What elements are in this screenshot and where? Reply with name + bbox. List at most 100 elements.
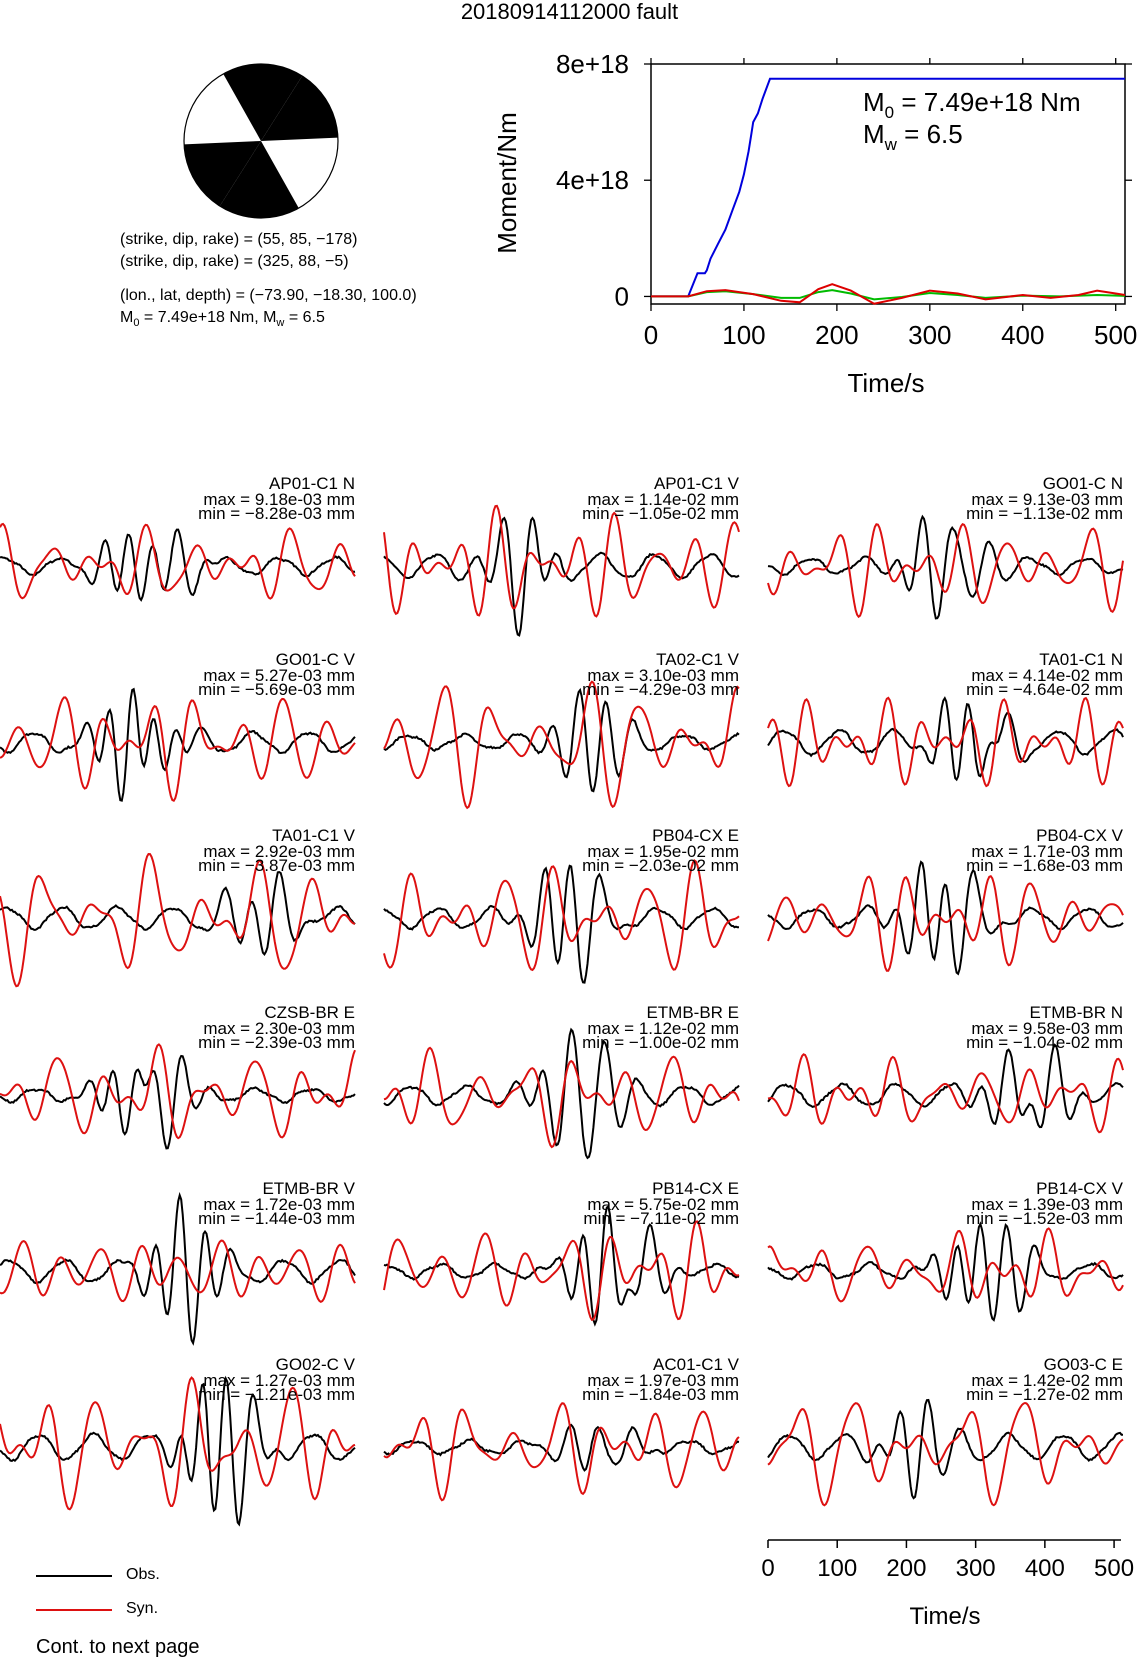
synthetic-trace (383, 680, 740, 810)
x-tick-label: 300 (908, 320, 951, 350)
time-tick-label: 200 (886, 1555, 926, 1582)
max-amplitude: max = 5.75e-02 mm (587, 1195, 739, 1214)
synthetic-trace (383, 504, 740, 618)
station-label: PB04-CX V (1036, 826, 1124, 845)
y-tick-label: 8e+18 (556, 49, 629, 79)
min-amplitude: min = −1.44e-03 mm (198, 1209, 355, 1228)
time-tick-label: 300 (956, 1555, 996, 1582)
min-amplitude: min = −1.52e-03 mm (966, 1209, 1123, 1228)
max-amplitude: max = 1.12e-02 mm (587, 1019, 739, 1038)
max-amplitude: max = 1.27e-03 mm (203, 1371, 355, 1390)
min-amplitude: min = −7.11e-02 mm (583, 1209, 739, 1228)
min-amplitude: min = −1.05e-02 mm (582, 504, 739, 523)
annotation-m0: M0 = 7.49e+18 Nm (863, 87, 1081, 122)
observed-trace (383, 516, 740, 637)
observed-trace (767, 1221, 1124, 1322)
station-label: ETMB-BR V (262, 1179, 355, 1198)
nodal-plane-1: (strike, dip, rake) = (55, 85, −178) (120, 231, 358, 248)
min-amplitude: min = −1.13e-02 mm (966, 504, 1123, 523)
synthetic-trace (767, 1401, 1124, 1507)
synthetic-trace (0, 522, 356, 600)
x-tick-label: 500 (1094, 320, 1137, 350)
moment-series-0 (651, 77, 1125, 298)
station-label: GO01-C N (1043, 474, 1123, 493)
min-amplitude: min = −3.87e-03 mm (198, 856, 355, 875)
synthetic-trace (383, 1402, 740, 1502)
synthetic-trace (383, 859, 740, 972)
y-tick-label: 0 (615, 281, 629, 311)
observed-trace (383, 687, 740, 793)
max-amplitude: max = 9.58e-03 mm (971, 1019, 1123, 1038)
legend-syn-line (36, 1609, 112, 1611)
observed-trace (767, 514, 1124, 620)
max-amplitude: max = 9.18e-03 mm (203, 490, 355, 509)
legend-obs-label: Obs. (126, 1566, 160, 1583)
time-tick-label: 400 (1025, 1555, 1065, 1582)
min-amplitude: min = −5.69e-03 mm (198, 680, 355, 699)
min-amplitude: min = −8.28e-03 mm (198, 504, 355, 523)
station-label: PB14-CX E (652, 1179, 739, 1198)
focal-mechanism-beachball (183, 63, 339, 219)
plot-frame (650, 63, 1126, 305)
observed-trace (383, 864, 740, 984)
observed-trace (767, 696, 1124, 782)
legend-syn-label: Syn. (126, 1600, 159, 1617)
max-amplitude: max = 3.10e-03 mm (587, 666, 739, 685)
max-amplitude: max = 9.13e-03 mm (971, 490, 1123, 509)
min-amplitude: min = −1.00e-02 mm (582, 1033, 739, 1052)
station-label: AC01-C1 V (653, 1355, 740, 1374)
max-amplitude: max = 1.97e-03 mm (587, 1371, 739, 1390)
annotation-mw: Mw = 6.5 (863, 119, 963, 154)
station-label: ETMB-BR E (646, 1003, 739, 1022)
hypocenter-location: (lon., lat, depth) = (−73.90, −18.30, 10… (120, 287, 417, 304)
nodal-plane-2: (strike, dip, rake) = (325, 88, −5) (120, 253, 349, 270)
min-amplitude: min = −1.27e-02 mm (966, 1385, 1123, 1404)
max-amplitude: max = 1.39e-03 mm (971, 1195, 1123, 1214)
max-amplitude: max = 5.27e-03 mm (203, 666, 355, 685)
station-label: GO02-C V (276, 1355, 356, 1374)
time-tick-label: 0 (761, 1555, 774, 1582)
max-amplitude: max = 4.14e-02 mm (971, 666, 1123, 685)
time-tick-label: 100 (817, 1555, 857, 1582)
station-label: TA02-C1 V (656, 650, 739, 669)
observed-trace (767, 1043, 1124, 1129)
min-amplitude: min = −1.04e-02 mm (966, 1033, 1123, 1052)
observed-trace (0, 1191, 356, 1346)
observed-trace (767, 1398, 1123, 1500)
synthetic-trace (0, 696, 356, 802)
station-label: PB04-CX E (652, 826, 739, 845)
max-amplitude: max = 1.95e-02 mm (587, 842, 739, 861)
waveform-time-axis: 0 100 200 300 400 500 Time/s (761, 1539, 1134, 1630)
max-amplitude: max = 2.92e-03 mm (203, 842, 355, 861)
observed-trace (383, 1423, 740, 1472)
min-amplitude: min = −4.29e-03 mm (582, 680, 739, 699)
station-label: GO01-C V (276, 650, 356, 669)
x-tick-label: 100 (722, 320, 765, 350)
station-label: AP01-C1 N (269, 474, 355, 493)
synthetic-trace (767, 696, 1124, 788)
synthetic-trace (0, 852, 356, 988)
x-tick-label: 400 (1001, 320, 1044, 350)
synthetic-trace (767, 1227, 1124, 1303)
synthetic-trace (0, 1043, 356, 1140)
min-amplitude: min = −1.84e-03 mm (582, 1385, 739, 1404)
synthetic-trace (767, 874, 1124, 972)
max-amplitude: max = 1.14e-02 mm (587, 490, 739, 509)
max-amplitude: max = 1.42e-02 mm (971, 1371, 1123, 1390)
x-tick-label: 200 (815, 320, 858, 350)
